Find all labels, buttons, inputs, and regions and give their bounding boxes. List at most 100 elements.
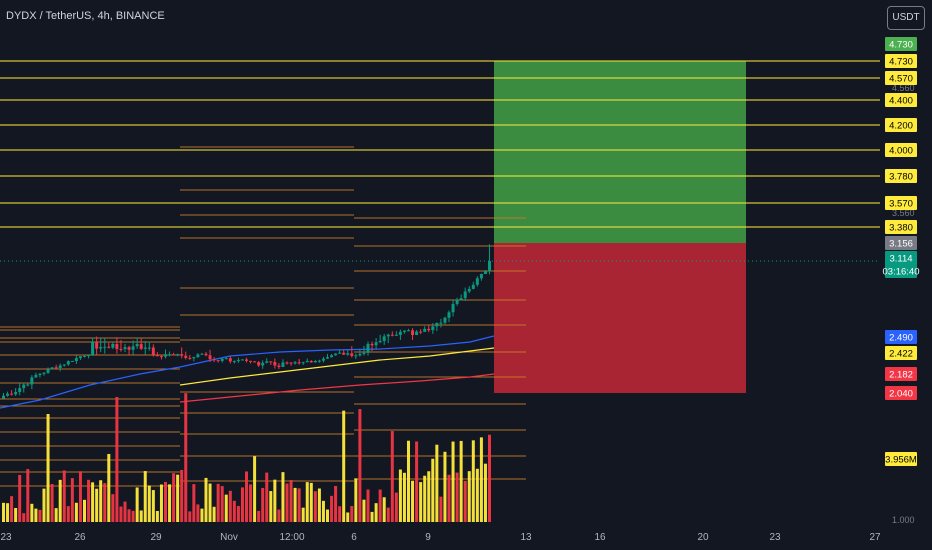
time-tick-label: Nov (220, 532, 238, 543)
volume-bar (6, 503, 10, 522)
candle-body (228, 358, 232, 362)
time-axis-background (0, 524, 880, 550)
volume-bar (471, 440, 475, 522)
volume-bar (338, 506, 342, 522)
candle-body (277, 365, 281, 367)
ma-red-line (179, 373, 495, 403)
candle-body (22, 384, 26, 389)
volume-bar (398, 469, 402, 522)
candle-body (46, 369, 50, 373)
volume-bar (103, 483, 107, 522)
time-tick-label: 13 (520, 532, 532, 543)
volume-bar (439, 496, 443, 522)
candle-body (220, 358, 224, 361)
volume-bar (451, 441, 455, 522)
volume-bar (212, 506, 216, 522)
price-label-badge (885, 251, 917, 265)
volume-bar (358, 409, 362, 522)
volume-bar (131, 510, 135, 522)
volume-bar (50, 484, 54, 522)
volume-bar (74, 502, 78, 522)
volume-bar (330, 495, 334, 522)
volume-bar (313, 491, 317, 522)
candle-body (18, 388, 22, 392)
volume-bar (139, 510, 143, 522)
price-label-badge (885, 452, 917, 466)
volume-bar (483, 463, 487, 522)
volume-bar (111, 494, 115, 522)
profit-zone (494, 61, 746, 243)
volume-bar (159, 484, 163, 522)
volume-bar (415, 441, 419, 522)
candle-body (87, 355, 91, 357)
candle-body (54, 367, 58, 369)
volume-bar (370, 511, 374, 522)
candle-body (172, 354, 176, 356)
candle-body (151, 347, 155, 355)
volume-bar (176, 474, 180, 522)
volume-bar (236, 505, 240, 522)
volume-bar (245, 471, 248, 522)
volume-bar (334, 485, 338, 522)
candle-body (346, 353, 350, 355)
volume-bar (46, 414, 50, 522)
volume-bar (87, 479, 91, 522)
volume-bar (99, 480, 103, 522)
candle-body (14, 391, 18, 395)
candle-body (111, 343, 115, 348)
candle-body (301, 362, 305, 364)
candle-body (34, 374, 38, 378)
candle-body (285, 362, 289, 364)
candle-body (115, 343, 119, 350)
time-tick-label: 23 (0, 532, 12, 543)
candle-body (330, 355, 334, 358)
volume-bar (447, 474, 451, 522)
volume-bar (42, 488, 46, 522)
candle-body (439, 322, 443, 324)
candle-body (236, 360, 240, 362)
candle-body (394, 334, 398, 336)
candle-body (42, 372, 46, 374)
candle-body (326, 357, 329, 359)
candle-body (159, 356, 163, 358)
volume-bar (22, 513, 26, 522)
candle-body (70, 361, 74, 363)
volume-bar (200, 508, 204, 522)
candle-body (309, 360, 313, 363)
volume-bar (204, 477, 208, 522)
volume-bar (394, 492, 398, 522)
time-tick-label: 23 (769, 532, 781, 543)
volume-bar (70, 478, 74, 522)
candle-body (342, 352, 346, 355)
candle-body (192, 357, 196, 359)
volume-bar (475, 468, 479, 522)
volume-bar (30, 503, 34, 522)
price-label-text: 4.570 (889, 74, 913, 85)
candle-body (240, 359, 244, 361)
candle-body (155, 354, 159, 357)
price-label-badge (885, 71, 917, 85)
currency-button[interactable]: USDT (887, 6, 925, 30)
price-label-text: 3.956M (885, 455, 917, 466)
candle-body (374, 342, 378, 346)
candle-body (176, 354, 180, 356)
candle-body (147, 347, 151, 349)
time-axis: 23 26 29 Nov 12:00 6 9 13 16 20 23 27 (0, 524, 881, 550)
volume-bar (386, 507, 390, 522)
price-label-text: 3.780 (889, 172, 913, 183)
candle-body (103, 346, 107, 348)
candle-body (95, 342, 99, 349)
volume-bar (10, 496, 14, 522)
candle-body (398, 331, 402, 335)
volume-bar (188, 511, 192, 522)
candle-body (407, 330, 410, 332)
volume-bar (228, 490, 232, 522)
candle-body (370, 343, 374, 346)
volume-bar (273, 479, 277, 522)
time-tick-label: 9 (425, 532, 431, 543)
volume-bar (232, 500, 236, 522)
volume-bar (2, 502, 5, 522)
candle-body (338, 352, 342, 354)
volume-bar (220, 486, 224, 522)
